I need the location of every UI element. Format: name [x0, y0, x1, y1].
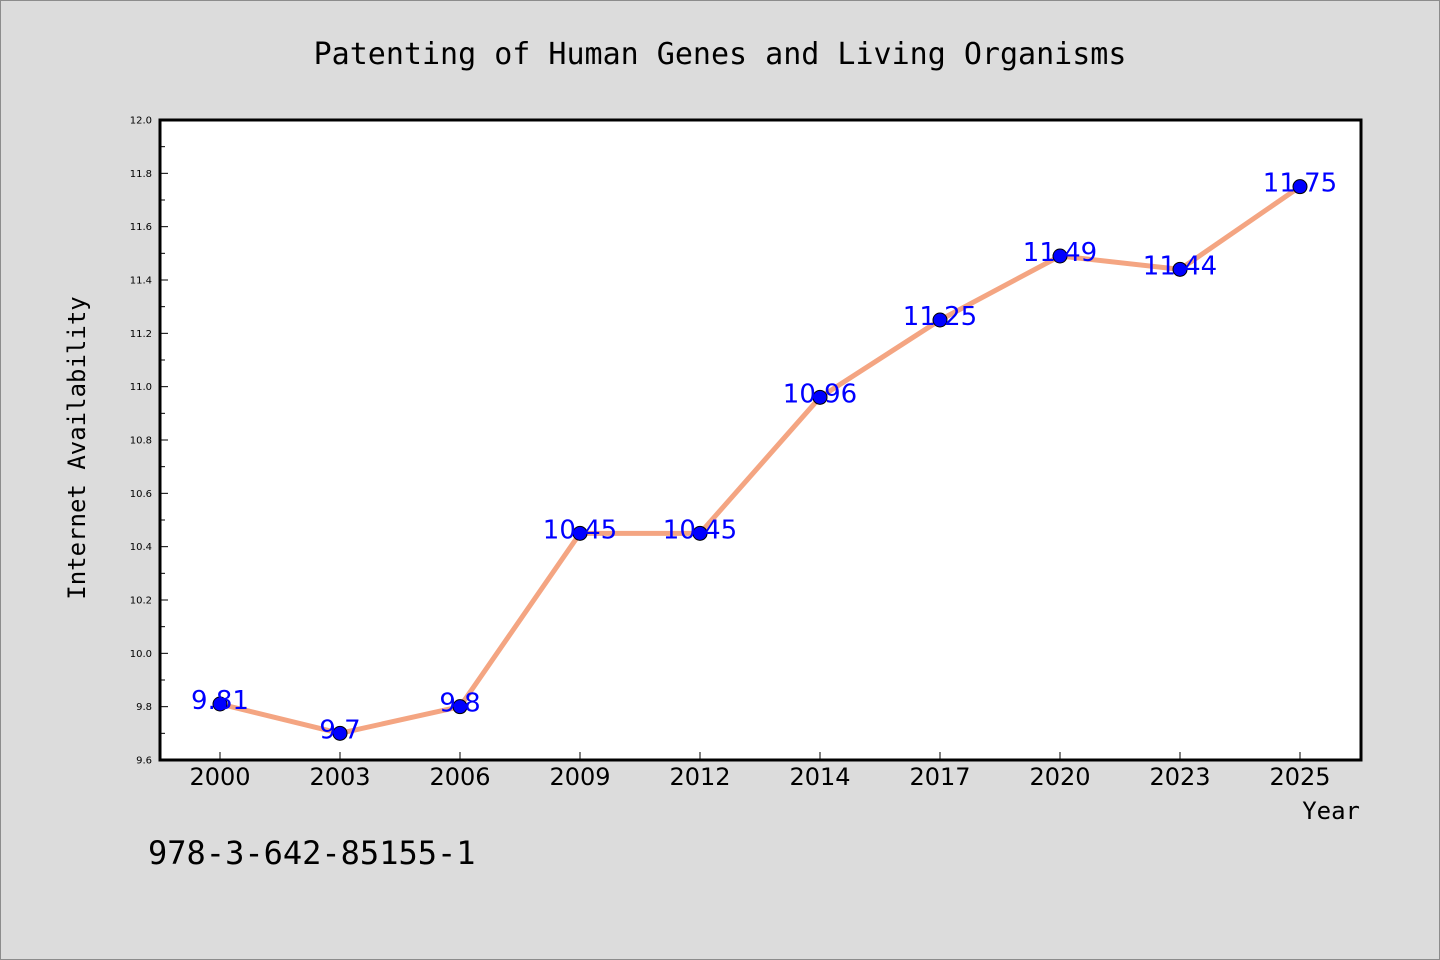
data-label: 10.96: [783, 379, 857, 409]
y-tick-label: 10.6: [130, 489, 152, 500]
y-tick-label: 10.8: [130, 436, 152, 447]
y-tick-label: 11.0: [130, 382, 152, 393]
x-tick-label: 2023: [1149, 763, 1210, 791]
y-axis: 9.6 9.8 10.0 10.2 10.4 10.6 10.8 11.0 11.2 11.4 11…: [130, 116, 168, 767]
data-label: 11.75: [1263, 169, 1337, 199]
x-tick-label: 2025: [1269, 763, 1330, 791]
y-tick-label: 12.0: [130, 116, 152, 127]
x-tick-label: 2006: [429, 763, 490, 791]
isbn-footnote: 978-3-642-85155-1: [148, 834, 476, 872]
x-tick-label: 2009: [549, 763, 610, 791]
y-tick-label: 10.0: [130, 649, 152, 660]
data-label: 10.45: [543, 515, 617, 545]
data-label: 9.81: [191, 686, 249, 716]
data-point: [692, 525, 708, 541]
x-tick-label: 2012: [669, 763, 730, 791]
x-axis: 2000 2003 2006 2009 2012 2014 2017 2020 2023 2025: [189, 752, 1331, 791]
x-axis-label: Year: [1302, 797, 1360, 825]
y-tick-label: 11.2: [130, 329, 152, 340]
data-label: 10.45: [663, 515, 737, 545]
y-tick-label: 9.8: [136, 702, 152, 713]
x-tick-label: 2014: [789, 763, 850, 791]
y-tick-label: 9.6: [136, 756, 152, 767]
marker-group: [212, 179, 1308, 741]
data-label: 9.7: [319, 715, 360, 745]
series-line: [217, 184, 1303, 736]
y-axis-label: Internet Availability: [63, 296, 91, 599]
y-tick-label: 11.6: [130, 222, 152, 233]
data-label-group: 9.81 9.7 9.8 10.45 10.45 10.96 11.25 11.49 11.44…: [191, 169, 1337, 746]
data-label: 11.49: [1023, 238, 1097, 268]
data-point: [332, 725, 348, 741]
data-label: 11.25: [903, 302, 977, 332]
data-point: [812, 389, 828, 405]
x-tick-label: 2017: [909, 763, 970, 791]
chart-title: Patenting of Human Genes and Living Orga…: [314, 37, 1127, 72]
data-label: 11.44: [1143, 251, 1217, 281]
data-point: [1172, 261, 1188, 277]
y-tick-label: 10.2: [130, 596, 152, 607]
data-point: [1292, 179, 1308, 195]
data-label: 9.8: [439, 689, 480, 719]
y-tick-label: 11.8: [130, 169, 152, 180]
y-tick-label: 10.4: [130, 542, 152, 553]
plot-area: [158, 118, 1363, 762]
y-tick-label: 11.4: [130, 276, 152, 287]
x-tick-label: 2020: [1029, 763, 1090, 791]
x-tick-label: 2000: [189, 763, 250, 791]
x-tick-label: 2003: [309, 763, 370, 791]
series-line-group: [217, 184, 1303, 736]
data-point: [452, 699, 468, 715]
data-point: [212, 696, 228, 712]
data-point: [572, 525, 588, 541]
data-point: [932, 312, 948, 328]
data-point: [1052, 248, 1068, 264]
